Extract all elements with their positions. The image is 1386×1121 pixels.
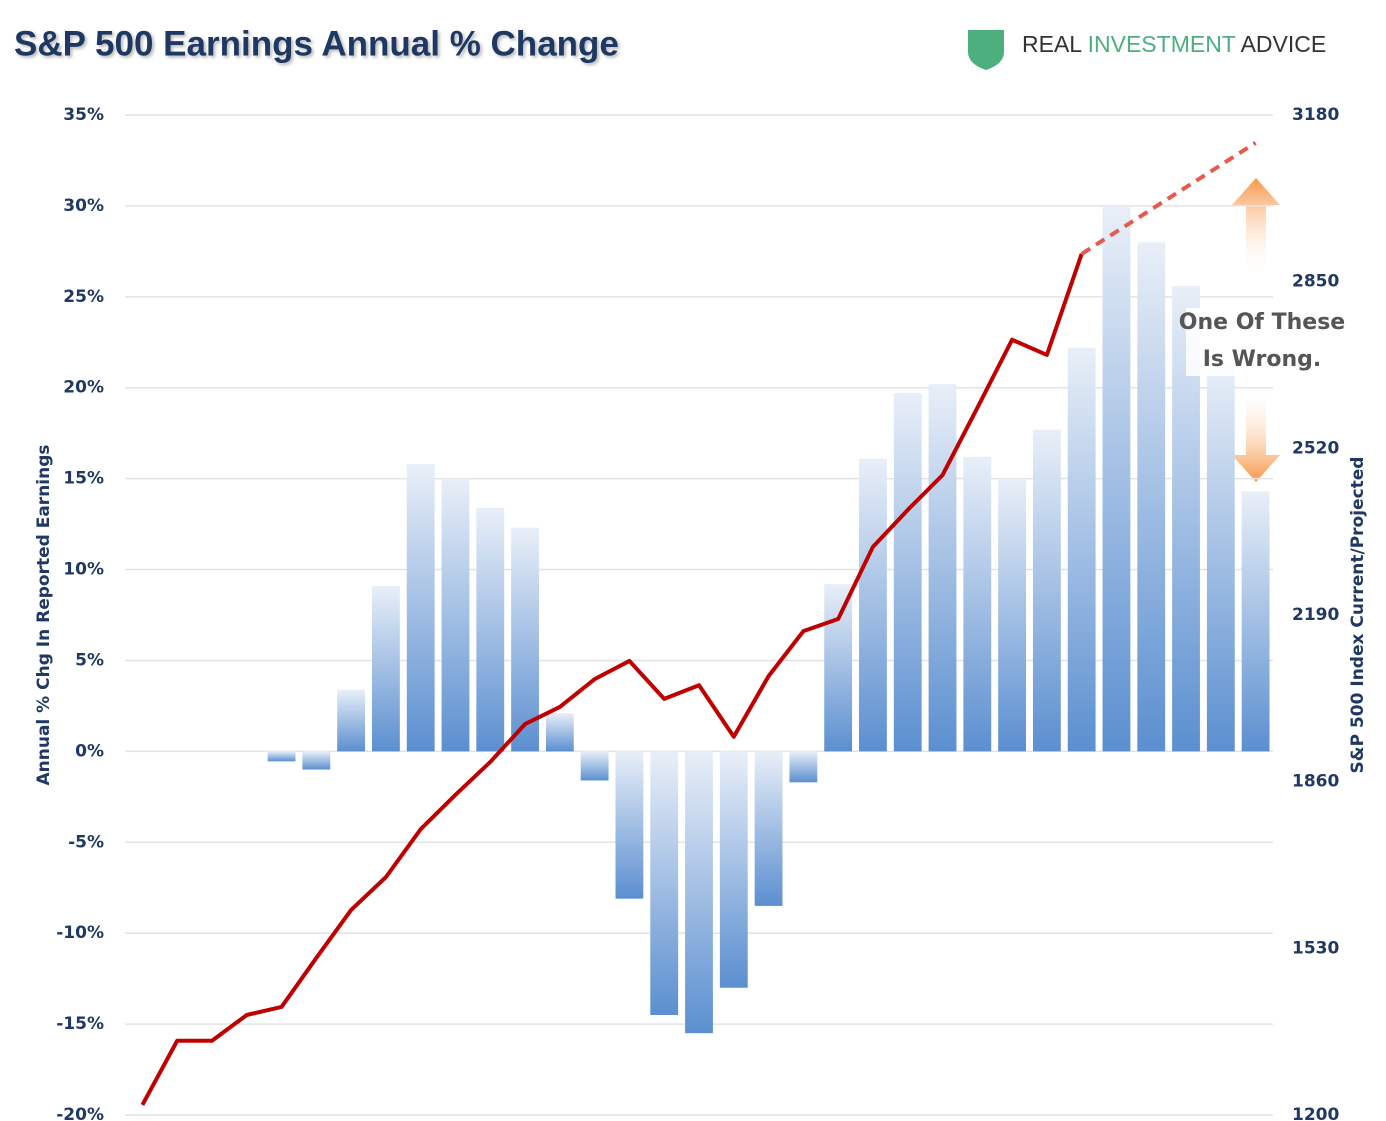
- plot-area: -20% -15% -10% -5% 0% 5% 10% 15% 20% 25% 30% 35% 120…: [56, 105, 1339, 1121]
- bar: [406, 464, 435, 752]
- bar: [302, 751, 331, 770]
- bar: [441, 478, 470, 752]
- bar: [545, 713, 574, 752]
- bar: [1137, 242, 1166, 752]
- bar: [824, 584, 853, 752]
- y-tick-label: 35%: [63, 105, 104, 125]
- y-tick-label: 15%: [63, 469, 104, 489]
- bar: [1206, 364, 1235, 752]
- line: [140, 253, 1084, 1106]
- bar: [685, 751, 713, 1034]
- bar: [719, 751, 748, 988]
- y-tick-label: 30%: [63, 196, 104, 216]
- bar: [893, 393, 922, 752]
- y-tick-label: 5%: [75, 650, 104, 670]
- bar: [963, 456, 992, 752]
- bar: [267, 751, 296, 762]
- logo-part: ADVICE: [1235, 31, 1326, 57]
- y2-tick-label: 1200: [1292, 1105, 1339, 1121]
- logo-text: REAL INVESTMENT ADVICE: [1022, 31, 1326, 57]
- bar: [337, 689, 366, 752]
- bar: [476, 507, 505, 752]
- bar: [1067, 347, 1096, 752]
- y2-tick-label: 2520: [1292, 438, 1339, 458]
- y-tick-label: -5%: [68, 832, 104, 852]
- bar: [650, 751, 679, 1015]
- bar: [1032, 429, 1061, 752]
- y2-tick-label: 3180: [1292, 105, 1339, 125]
- y2-axis-title: S&P 500 Index Current/Projected: [1348, 457, 1368, 774]
- y2-tick-label: 2850: [1292, 272, 1339, 292]
- bar: [754, 751, 783, 906]
- y-tick-label: -10%: [56, 923, 104, 943]
- y-tick-label: -15%: [56, 1014, 104, 1034]
- logo-part: INVESTMENT: [1088, 31, 1236, 57]
- annotation-arrow: [1232, 385, 1280, 482]
- bar: [580, 751, 609, 781]
- logo: REAL INVESTMENT ADVICE: [968, 30, 1326, 70]
- y-tick-label: 0%: [75, 741, 104, 761]
- y-axis-title: Annual % Chg In Reported Earnings: [34, 444, 54, 785]
- y-tick-label: 25%: [63, 287, 104, 307]
- y-tick-label: 10%: [63, 560, 104, 580]
- projection-line: [1080, 141, 1257, 256]
- bar: [511, 527, 539, 752]
- bar: [859, 458, 887, 752]
- y-tick-label: 20%: [63, 378, 104, 398]
- annotation: Is Wrong.: [1203, 347, 1322, 372]
- annotation-arrow: [1232, 178, 1280, 275]
- bar: [789, 751, 818, 783]
- bar: [615, 751, 644, 899]
- y2-tick-label: 2190: [1292, 605, 1339, 625]
- y2-tick-label: 1860: [1292, 772, 1339, 792]
- annotation: One Of These: [1179, 310, 1345, 335]
- bar: [928, 384, 957, 752]
- bar: [371, 585, 400, 752]
- annotation-bg: [1186, 308, 1336, 376]
- logo-part: REAL: [1022, 31, 1088, 57]
- y2-tick-label: 1530: [1292, 938, 1339, 958]
- bar: [998, 478, 1027, 752]
- bar: [1102, 205, 1131, 752]
- logo-icon: [968, 30, 1004, 70]
- chart-title: S&P 500 Earnings Annual % Change: [14, 24, 619, 63]
- y-tick-label: -20%: [56, 1105, 104, 1121]
- bar: [1241, 491, 1270, 752]
